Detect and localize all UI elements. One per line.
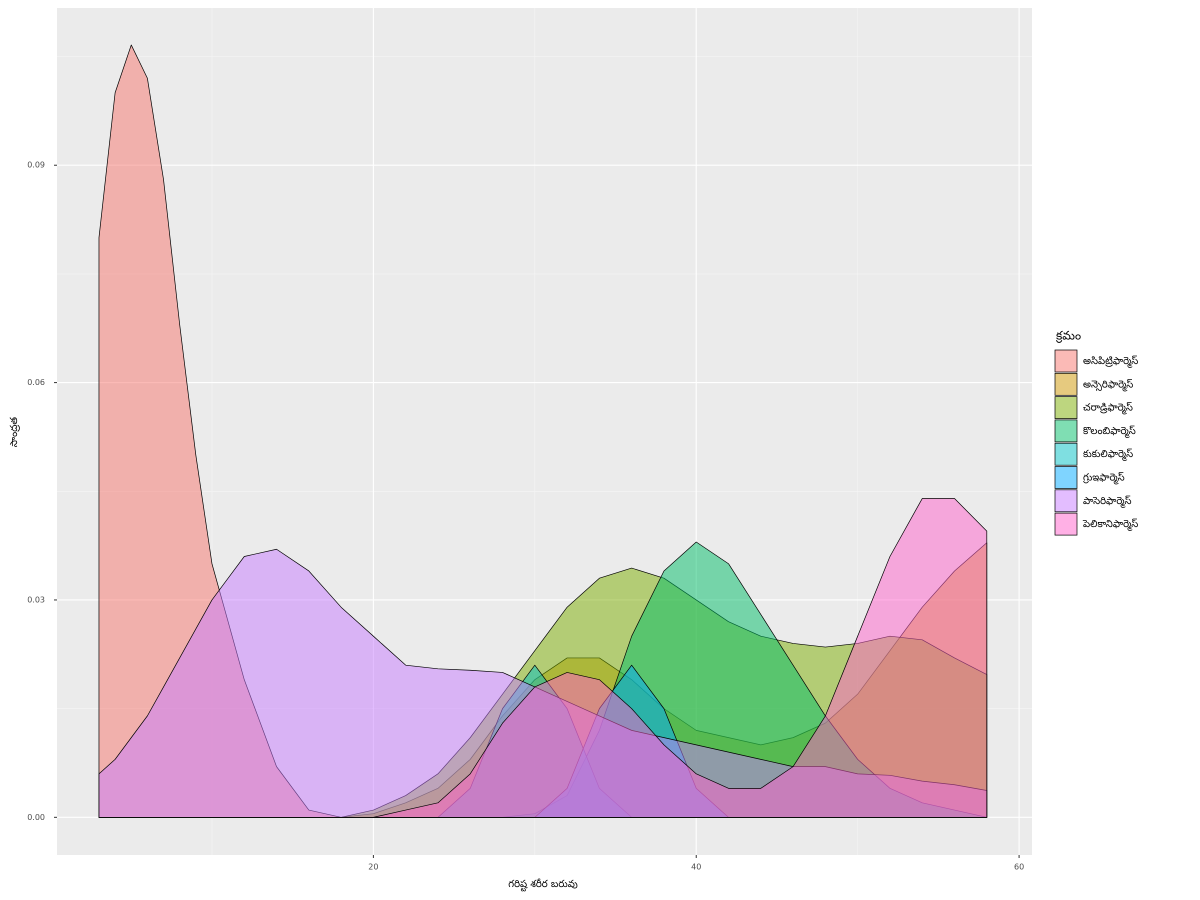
legend-key [1054, 466, 1078, 489]
legend-label: అసిపిట్రిఫార్మెస్ [1083, 355, 1138, 368]
x-tick-label: 20 [368, 863, 378, 872]
legend-key [1054, 349, 1078, 373]
legend-key [1054, 396, 1078, 419]
legend-label: గ్రుఇఫార్మెస్ [1083, 472, 1125, 485]
legend-label: అన్సెరిఫార్మెస్ [1083, 378, 1133, 391]
legend-key [1054, 512, 1078, 536]
legend-label: పాసెరిఫార్మెస్ [1083, 495, 1132, 508]
y-tick-label: 0.00 [27, 813, 45, 822]
legend-label: పెలికానిఫార్మెస్ [1082, 518, 1138, 531]
y-tick-label: 0.09 [27, 161, 45, 170]
legend-label: కొలంబిఫార్మెస్ [1083, 425, 1136, 438]
legend-key [1054, 442, 1078, 466]
y-tick-label: 0.06 [27, 378, 45, 387]
legend-key [1054, 419, 1078, 443]
density-area [98, 498, 988, 818]
legend-key [1054, 489, 1078, 513]
y-axis-title: సాంద్రత [9, 417, 20, 447]
x-axis-title: గరిష్ట శరీర బరువు [508, 878, 577, 891]
x-tick-label: 60 [1014, 863, 1024, 872]
x-tick-label: 40 [691, 863, 701, 872]
legend-key [1054, 372, 1078, 396]
legend-label: చరాడ్రిఫార్మెస్ [1083, 402, 1133, 415]
legend-label: కుకులిఫార్మెస్ [1083, 448, 1133, 461]
y-tick-label: 0.03 [27, 595, 45, 604]
legend-title: క్రమం [1055, 329, 1081, 344]
